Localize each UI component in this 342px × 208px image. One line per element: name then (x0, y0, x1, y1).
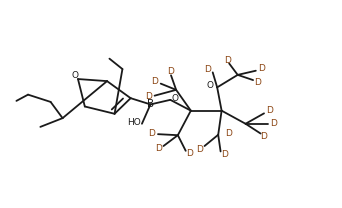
Text: D: D (271, 119, 277, 128)
Text: D: D (196, 145, 203, 154)
Text: D: D (148, 129, 155, 138)
Text: D: D (167, 67, 174, 77)
Text: HO: HO (127, 118, 141, 127)
Text: D: D (204, 65, 211, 74)
Text: O: O (71, 71, 78, 80)
Text: O: O (171, 94, 178, 103)
Text: D: D (254, 78, 261, 87)
Text: B: B (147, 99, 154, 109)
Text: D: D (155, 144, 162, 154)
Text: D: D (261, 132, 267, 141)
Text: D: D (224, 56, 231, 65)
Text: D: D (145, 92, 152, 101)
Text: D: D (186, 149, 193, 158)
Text: D: D (221, 150, 228, 159)
Text: O: O (206, 81, 213, 90)
Text: D: D (151, 77, 158, 86)
Text: D: D (225, 129, 232, 138)
Text: D: D (266, 106, 273, 115)
Text: D: D (258, 64, 265, 73)
